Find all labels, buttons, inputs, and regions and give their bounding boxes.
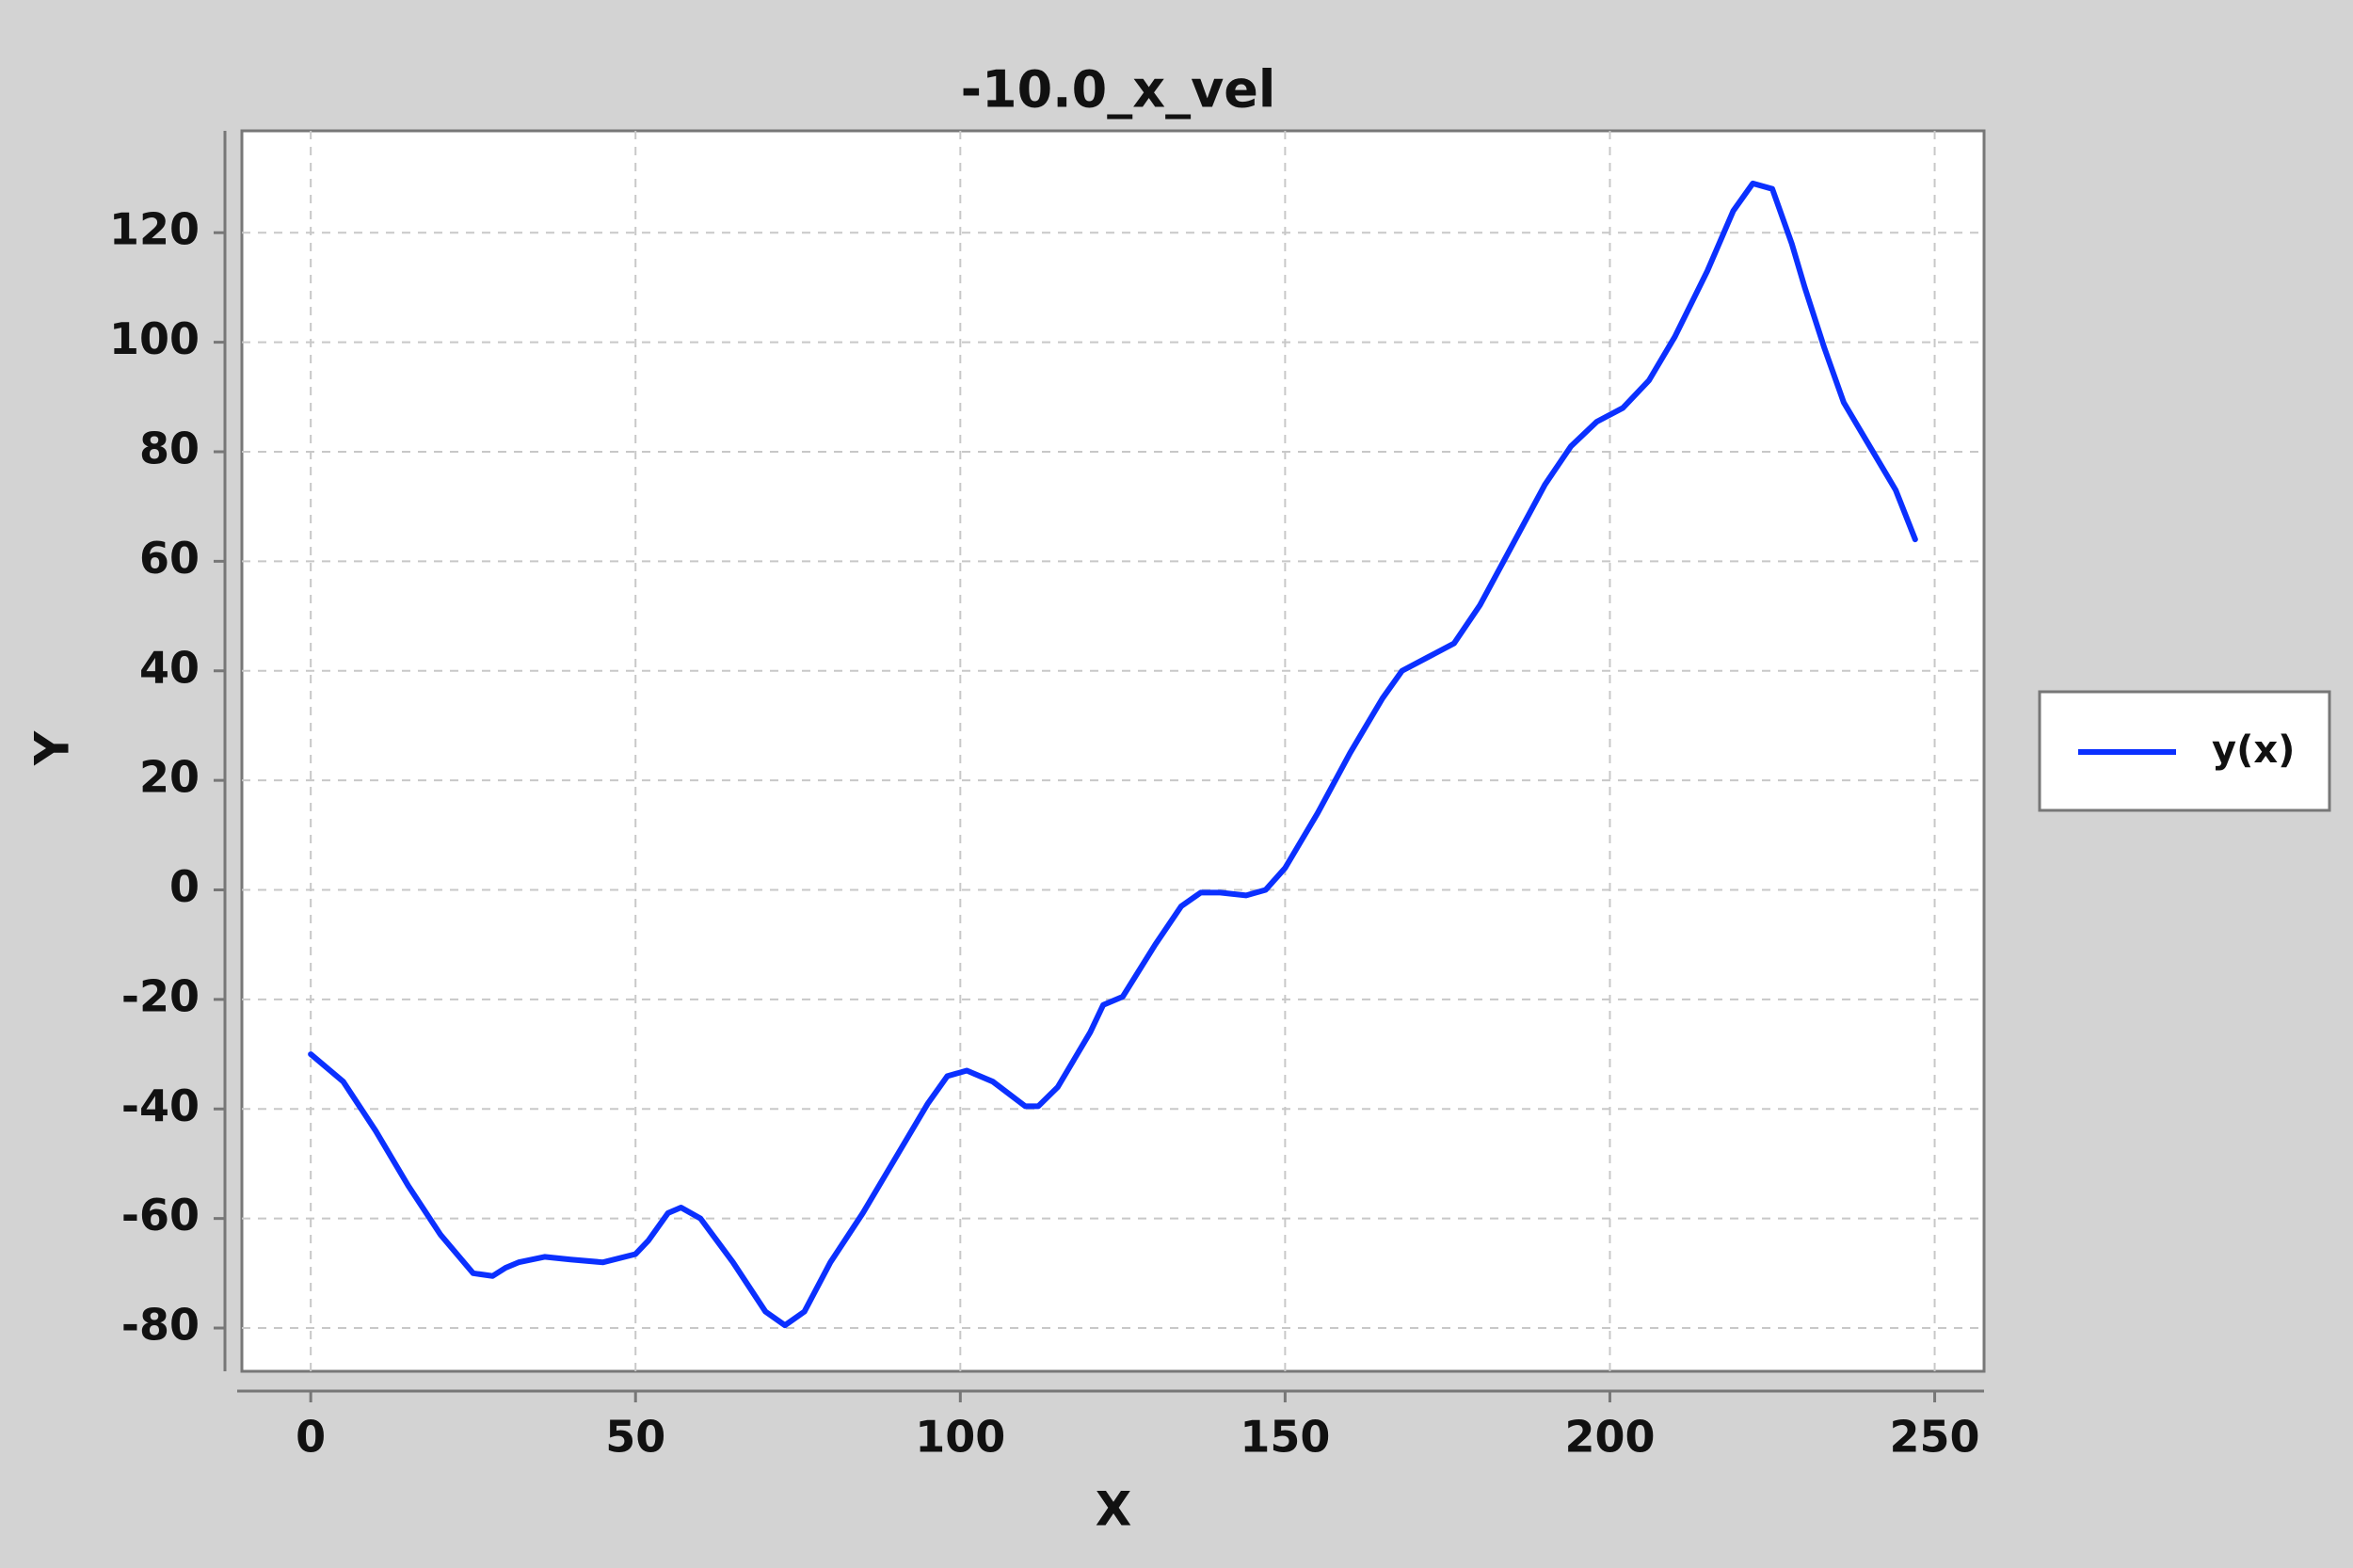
plot-area [240,129,1986,1373]
y-tick-label: 40 [139,642,200,693]
data-line [308,180,1918,1329]
y-tick-label: 0 [169,861,200,912]
y-tick-label: -80 [121,1300,200,1351]
y-tick-label: -20 [121,970,200,1021]
y-tick-label: 60 [139,533,200,584]
y-tick-label: -40 [121,1080,200,1131]
x-tick-label: 0 [296,1412,326,1463]
x-axis-label: X [1096,1482,1132,1537]
x-tick-label: 150 [1240,1412,1330,1463]
y-tick-label: 120 [109,204,200,255]
x-tick-label: 250 [1890,1412,1980,1463]
y-tick-label: 80 [139,423,200,473]
y-tick-label: -60 [121,1190,200,1240]
y-axis-label: Y [25,730,80,766]
x-tick-label: 100 [915,1412,1005,1463]
y-tick-label: 20 [139,752,200,803]
legend-label: y(x) [2212,728,2295,772]
x-tick-label: 200 [1564,1412,1655,1463]
x-tick-label: 50 [605,1412,665,1463]
y-tick-label: 100 [109,313,200,364]
chart-title: -10.0_x_vel [961,60,1276,120]
